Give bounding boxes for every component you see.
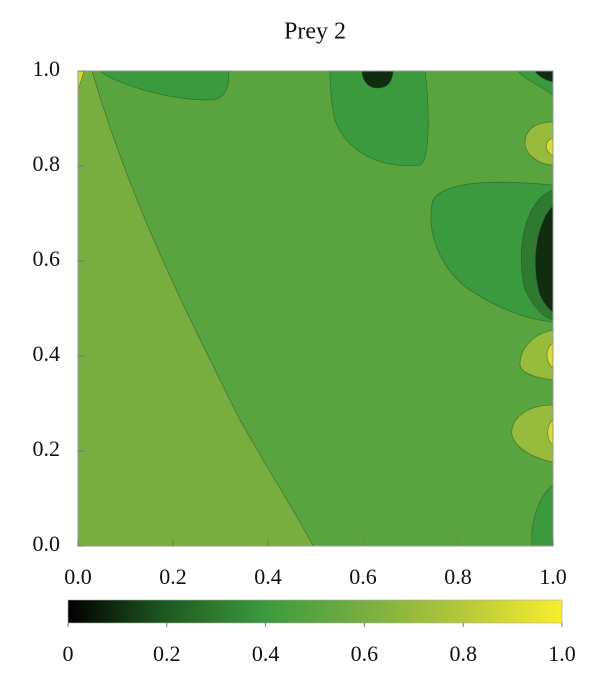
plot-frame — [77, 70, 554, 547]
y-tick-label: 0.2 — [33, 436, 61, 461]
y-tick-label: 1.0 — [33, 56, 61, 81]
y-tick-label: 0.6 — [33, 246, 61, 271]
x-tick-label: 1.0 — [539, 564, 567, 589]
contour-region — [524, 121, 554, 166]
colorbar-tick-label: 0.8 — [449, 641, 477, 666]
y-tick-label: 0.8 — [33, 151, 61, 176]
y-tick-label: 0.0 — [33, 531, 61, 556]
x-tick-label: 0.6 — [349, 564, 377, 589]
colorbar-tick-label: 0 — [63, 641, 74, 666]
colorbar-tick-label: 0.2 — [153, 641, 181, 666]
contour-region — [98, 70, 230, 101]
colorbar-tick-label: 0.6 — [351, 641, 379, 666]
contour-region — [535, 205, 554, 313]
contour-region — [329, 70, 429, 167]
x-tick-label: 0.0 — [64, 564, 92, 589]
x-tick-label: 0.8 — [444, 564, 472, 589]
contour-region — [430, 181, 554, 323]
x-tick-label: 0.2 — [159, 564, 187, 589]
y-tick-label: 0.4 — [33, 341, 61, 366]
contour-region — [361, 70, 394, 89]
colorbar-tick-label: 0.4 — [252, 641, 280, 666]
contour-plot — [77, 70, 554, 547]
colorbar-tick-label: 1.0 — [548, 641, 576, 666]
chart-title: Prey 2 — [284, 19, 346, 45]
x-tick-label: 0.4 — [254, 564, 282, 589]
colorbar — [67, 599, 563, 624]
contour-region — [77, 70, 314, 547]
contour-region — [511, 404, 554, 463]
contour-region — [519, 329, 554, 381]
